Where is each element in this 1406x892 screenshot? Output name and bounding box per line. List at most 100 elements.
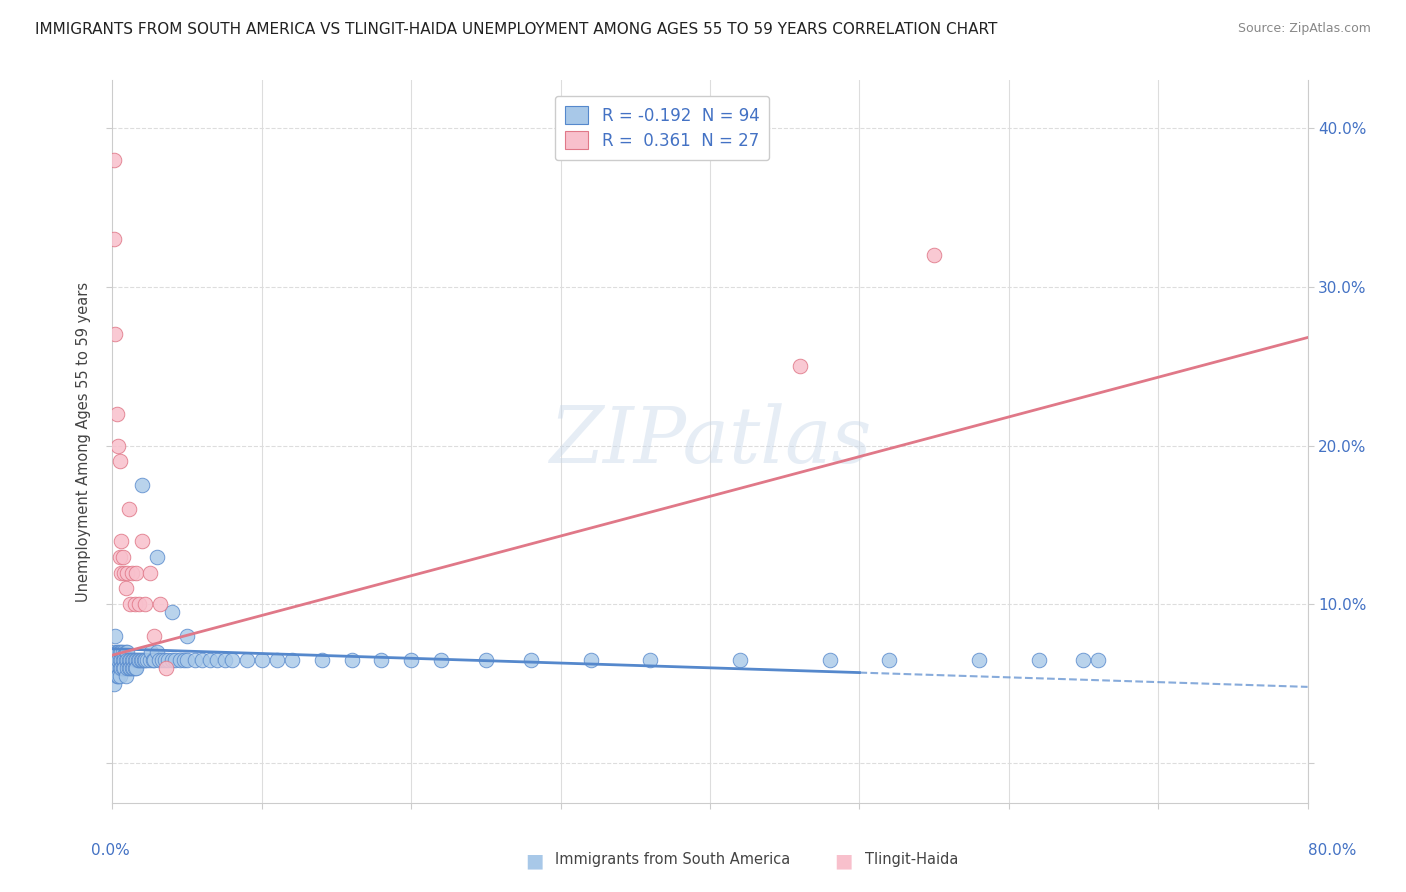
Point: [162, 653, 183, 667]
Point: [120, 653, 142, 667]
Point: [129, 653, 152, 667]
Point: [789, 359, 811, 373]
Text: Tlingit-Haida: Tlingit-Haida: [865, 852, 957, 867]
Point: [105, 669, 128, 683]
Point: [115, 645, 138, 659]
Text: 0.0%: 0.0%: [91, 843, 131, 858]
Text: Immigrants from South America: Immigrants from South America: [555, 852, 790, 867]
Point: [198, 653, 221, 667]
Point: [401, 653, 423, 667]
Point: [156, 653, 179, 667]
Point: [108, 653, 131, 667]
Point: [107, 645, 129, 659]
Point: [142, 653, 165, 667]
Point: [117, 661, 139, 675]
Text: ZIPatlas: ZIPatlas: [548, 403, 872, 480]
Point: [640, 653, 662, 667]
Point: [236, 653, 259, 667]
Legend: R = -0.192  N = 94, R =  0.361  N = 27: R = -0.192 N = 94, R = 0.361 N = 27: [555, 95, 769, 160]
Point: [103, 232, 125, 246]
Point: [108, 661, 131, 675]
Point: [146, 549, 169, 564]
Point: [728, 653, 751, 667]
Point: [114, 653, 135, 667]
Text: IMMIGRANTS FROM SOUTH AMERICA VS TLINGIT-HAIDA UNEMPLOYMENT AMONG AGES 55 TO 59 : IMMIGRANTS FROM SOUTH AMERICA VS TLINGIT…: [35, 22, 997, 37]
Point: [131, 533, 153, 548]
Text: Source: ZipAtlas.com: Source: ZipAtlas.com: [1237, 22, 1371, 36]
Y-axis label: Unemployment Among Ages 55 to 59 years: Unemployment Among Ages 55 to 59 years: [76, 282, 91, 601]
Point: [118, 653, 141, 667]
Point: [134, 597, 156, 611]
Point: [205, 653, 228, 667]
Point: [143, 629, 166, 643]
Point: [105, 661, 128, 675]
Point: [520, 653, 543, 667]
Point: [117, 645, 139, 659]
Text: 80.0%: 80.0%: [1309, 843, 1357, 858]
Point: [176, 653, 198, 667]
Point: [139, 566, 162, 580]
Point: [139, 653, 162, 667]
Point: [114, 661, 135, 675]
Point: [104, 653, 127, 667]
Point: [125, 653, 148, 667]
Point: [114, 648, 135, 662]
Point: [115, 653, 138, 667]
Point: [105, 407, 128, 421]
Point: [118, 502, 141, 516]
Point: [120, 661, 142, 675]
Point: [114, 566, 135, 580]
Point: [922, 248, 945, 262]
Point: [131, 653, 153, 667]
Point: [104, 327, 127, 342]
Point: [149, 597, 172, 611]
Point: [125, 566, 148, 580]
Point: [125, 661, 148, 675]
Point: [1073, 653, 1095, 667]
Point: [107, 438, 129, 452]
Point: [221, 653, 243, 667]
Point: [103, 645, 125, 659]
Point: [111, 549, 134, 564]
Point: [122, 661, 145, 675]
Point: [266, 653, 288, 667]
Point: [475, 653, 498, 667]
Point: [579, 653, 602, 667]
Point: [121, 566, 143, 580]
Point: [162, 605, 183, 619]
Point: [150, 653, 173, 667]
Point: [110, 533, 132, 548]
Point: [1087, 653, 1109, 667]
Point: [110, 645, 132, 659]
Point: [110, 653, 132, 667]
Point: [108, 454, 131, 468]
Point: [127, 653, 149, 667]
Point: [143, 653, 166, 667]
Point: [124, 597, 146, 611]
Point: [122, 653, 145, 667]
Point: [967, 653, 990, 667]
Point: [370, 653, 392, 667]
Point: [135, 653, 157, 667]
Point: [115, 582, 138, 596]
Point: [879, 653, 901, 667]
Point: [107, 669, 129, 683]
Point: [108, 549, 131, 564]
Point: [128, 597, 150, 611]
Point: [104, 629, 127, 643]
Point: [128, 653, 150, 667]
Point: [818, 653, 841, 667]
Point: [134, 653, 156, 667]
Point: [111, 653, 134, 667]
Point: [173, 653, 195, 667]
Point: [1028, 653, 1050, 667]
Point: [148, 653, 170, 667]
Point: [110, 661, 132, 675]
Point: [141, 645, 163, 659]
Point: [108, 645, 131, 659]
Point: [146, 645, 169, 659]
Point: [118, 661, 141, 675]
Point: [165, 653, 187, 667]
Point: [153, 653, 176, 667]
Point: [124, 661, 146, 675]
